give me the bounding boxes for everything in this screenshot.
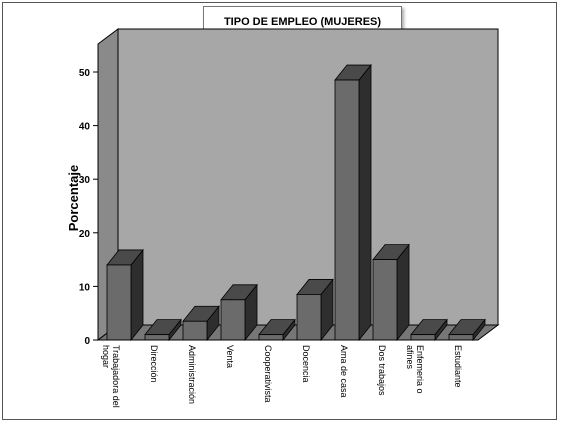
y-tick-label: 30 [79,175,91,186]
bar [372,243,410,342]
x-category-label: Dos trabajos [377,345,387,396]
x-category-label: Enfemeria oafines [405,345,425,394]
y-tick-label: 40 [79,122,91,133]
bar-front [372,259,398,341]
x-category-label: Ama de casa [339,345,349,398]
x-axis: Trabajadora delhogar Dirección Administrac… [98,339,478,408]
x-category-label: Docencia [301,345,311,383]
bar-front [144,334,170,341]
y-axis-label: Porcentaje [66,165,81,231]
bar-front [410,334,436,341]
x-category-label: Administración [187,345,197,404]
x-category-label: Venta [225,345,235,368]
x-category-label: Estudiante [453,345,463,388]
bar [410,318,448,342]
bar-front [258,334,284,341]
y-tick-label: 50 [79,68,91,79]
y-axis: 0 10 20 30 40 50 [79,44,99,347]
bar-side [358,63,372,342]
bar [296,278,334,342]
bar [144,318,182,342]
x-category-label: Cooperativista [263,345,273,403]
bar-front [106,264,132,341]
bar-front [334,79,360,341]
y-tick-label: 0 [84,336,90,347]
bars [106,63,486,342]
bar [182,305,220,342]
bar-front [182,320,208,341]
bar [220,283,258,342]
bar-front [448,334,474,341]
bar [106,248,144,342]
y-tick-label: 10 [79,282,91,293]
bar [258,318,296,342]
x-category-label: Dirección [149,345,159,383]
bar-side [396,243,410,342]
bar-front [296,294,322,341]
bar-front [220,299,246,341]
bar-side [130,248,144,342]
y-tick-label: 20 [79,229,91,240]
x-category-label: Trabajadora delhogar [101,345,121,408]
bar [334,63,372,342]
bar [448,318,486,342]
